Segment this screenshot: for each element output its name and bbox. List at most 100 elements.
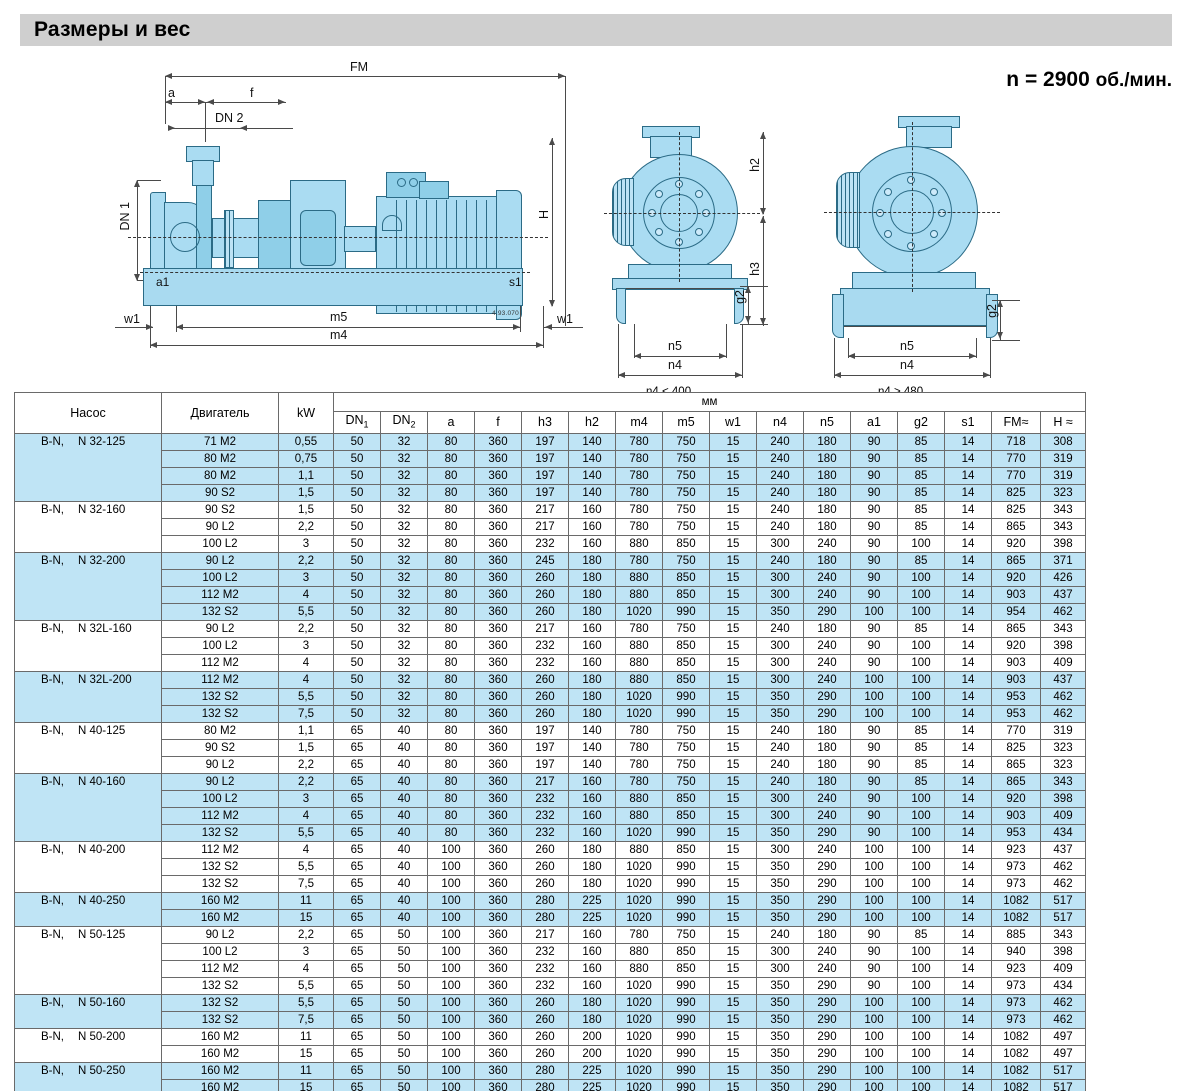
value-cell-dn2: 32: [380, 517, 428, 536]
value-cell-h2: 160: [568, 619, 616, 638]
motor-cell: 100 L2: [161, 568, 279, 587]
value-cell-n5: 240: [803, 840, 851, 859]
pump-brand: B-N,: [41, 622, 64, 635]
kw-cell: 3: [278, 789, 334, 808]
value-cell-n4: 240: [756, 432, 804, 451]
value-cell-a1: 90: [850, 483, 898, 502]
value-cell-f: 360: [474, 993, 522, 1012]
value-cell-fm: 903: [991, 653, 1041, 672]
value-cell-h3: 245: [521, 551, 569, 570]
kw-cell: 11: [278, 891, 334, 910]
value-cell-h3: 232: [521, 806, 569, 825]
value-cell-dn2: 50: [380, 925, 428, 944]
value-cell-a: 80: [427, 432, 475, 451]
value-cell-n4: 300: [756, 534, 804, 553]
value-cell-f: 360: [474, 1027, 522, 1046]
pump-brand: B-N,: [41, 843, 64, 856]
value-cell-fm: 973: [991, 857, 1041, 876]
pump-brand: B-N,: [41, 775, 64, 788]
value-cell-m5: 750: [662, 925, 710, 944]
value-cell-fm: 940: [991, 942, 1041, 961]
value-cell-dn2: 32: [380, 449, 428, 468]
value-cell-g2: 100: [897, 823, 945, 842]
value-cell-h3: 232: [521, 823, 569, 842]
value-cell-m5: 990: [662, 908, 710, 927]
value-cell-h2: 160: [568, 959, 616, 978]
value-cell-s1: 14: [944, 840, 992, 859]
value-cell-s1: 14: [944, 636, 992, 655]
value-cell-s1: 14: [944, 534, 992, 553]
value-cell-a: 100: [427, 908, 475, 927]
value-cell-h2: 160: [568, 517, 616, 536]
value-cell-h3: 197: [521, 449, 569, 468]
value-cell-w1: 15: [709, 976, 757, 995]
value-cell-h: 319: [1040, 466, 1086, 485]
drawing-number: 4.93.070: [492, 310, 519, 317]
value-cell-n4: 350: [756, 1044, 804, 1063]
value-cell-n4: 350: [756, 1010, 804, 1029]
value-cell-dn1: 50: [333, 619, 381, 638]
value-cell-h: 343: [1040, 925, 1086, 944]
pump-brand: B-N,: [41, 503, 64, 516]
value-cell-h3: 232: [521, 959, 569, 978]
value-cell-g2: 100: [897, 806, 945, 825]
value-cell-m4: 1020: [615, 1044, 663, 1063]
value-cell-h: 462: [1040, 704, 1086, 723]
value-cell-dn1: 50: [333, 466, 381, 485]
header-col-h3: h3: [521, 411, 569, 434]
value-cell-w1: 15: [709, 602, 757, 621]
value-cell-a1: 90: [850, 449, 898, 468]
value-cell-m5: 750: [662, 619, 710, 638]
value-cell-h2: 160: [568, 500, 616, 519]
value-cell-a1: 90: [850, 517, 898, 536]
motor-cell: 132 S2: [161, 1010, 279, 1029]
value-cell-s1: 14: [944, 908, 992, 927]
value-cell-m4: 780: [615, 772, 663, 791]
value-cell-h2: 140: [568, 738, 616, 757]
value-cell-n5: 180: [803, 483, 851, 502]
kw-cell: 4: [278, 840, 334, 859]
value-cell-m4: 780: [615, 619, 663, 638]
value-cell-h: 398: [1040, 636, 1086, 655]
value-cell-dn2: 50: [380, 942, 428, 961]
kw-cell: 2,2: [278, 619, 334, 638]
value-cell-h: 323: [1040, 738, 1086, 757]
value-cell-dn2: 40: [380, 755, 428, 774]
value-cell-n4: 350: [756, 1061, 804, 1080]
value-cell-n4: 240: [756, 925, 804, 944]
motor-cell: 90 L2: [161, 619, 279, 638]
value-cell-h2: 180: [568, 670, 616, 689]
pump-model-cell: B-N, N 50-160: [14, 993, 162, 1029]
pump-model-cell: B-N, N 32-125: [14, 432, 162, 502]
value-cell-h3: 260: [521, 568, 569, 587]
value-cell-w1: 15: [709, 942, 757, 961]
value-cell-a1: 100: [850, 670, 898, 689]
table-row: 100 L2 3 50 32 80 360 232 160 880 850 15 300 240 90 10…: [15, 636, 1086, 655]
value-cell-dn1: 65: [333, 1078, 381, 1091]
value-cell-dn1: 50: [333, 670, 381, 689]
value-cell-dn2: 32: [380, 653, 428, 672]
value-cell-s1: 14: [944, 483, 992, 502]
value-cell-n4: 350: [756, 993, 804, 1012]
value-cell-f: 360: [474, 653, 522, 672]
value-cell-a1: 90: [850, 959, 898, 978]
value-cell-m5: 990: [662, 1010, 710, 1029]
table-row: 132 S2 7,5 65 40 100 360 260 180 1020 990 15 350 290…: [15, 874, 1086, 893]
value-cell-dn1: 65: [333, 925, 381, 944]
motor-cell: 132 S2: [161, 687, 279, 706]
dim-label-g2-right: g2: [985, 304, 999, 318]
value-cell-m5: 990: [662, 993, 710, 1012]
value-cell-a1: 90: [850, 466, 898, 485]
value-cell-h2: 140: [568, 466, 616, 485]
table-row: B-N, N 40-250 160 M2 11 65 40 100 360 280 225 1020…: [14, 891, 1086, 927]
value-cell-n4: 300: [756, 585, 804, 604]
value-cell-s1: 14: [944, 1010, 992, 1029]
value-cell-a: 80: [427, 755, 475, 774]
value-cell-h2: 180: [568, 857, 616, 876]
value-cell-a1: 100: [850, 704, 898, 723]
value-cell-s1: 14: [944, 466, 992, 485]
kw-cell: 4: [278, 670, 334, 689]
value-cell-h3: 217: [521, 925, 569, 944]
value-cell-h3: 232: [521, 789, 569, 808]
table-row: B-N, N 40-200 112 M2 4 65 40 100 360 260 180 880 85…: [14, 840, 1086, 893]
